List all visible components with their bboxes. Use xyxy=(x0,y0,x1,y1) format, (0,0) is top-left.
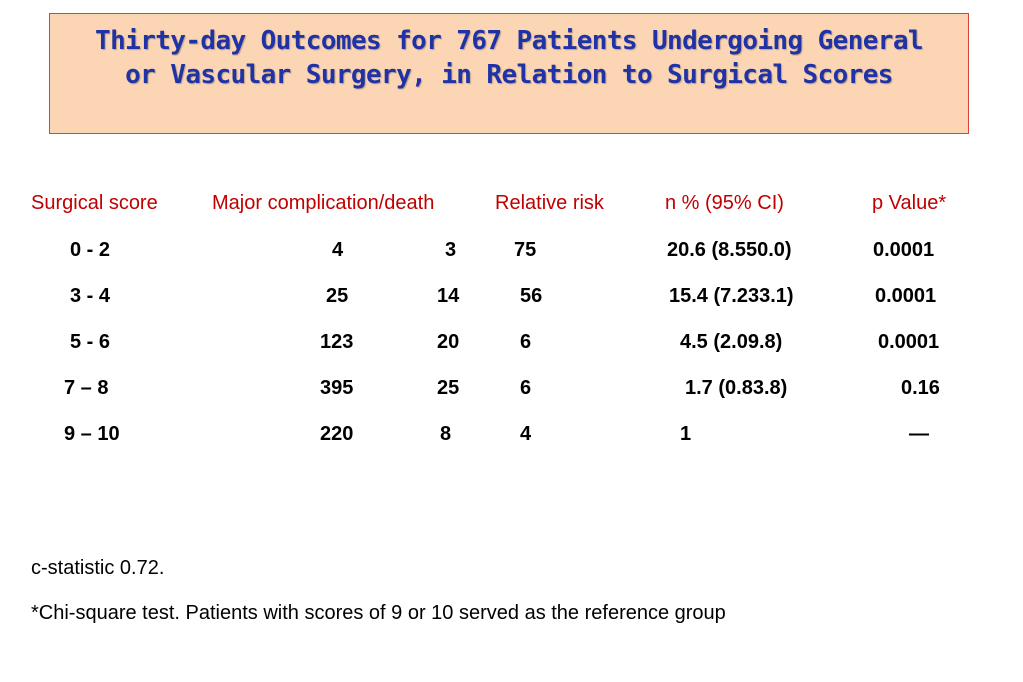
row-4-score: 7 – 8 xyxy=(64,377,109,399)
row-3-col-2: 123 xyxy=(320,331,354,353)
row-1-score: 0 - 2 xyxy=(70,239,111,261)
row-4-col-3: 25 xyxy=(437,377,460,399)
row-5-col-2: 220 xyxy=(320,423,354,445)
row-1-p-value: 0.0001 xyxy=(873,239,935,261)
row-1-col-2: 4 xyxy=(332,239,344,261)
row-2-col-4: 56 xyxy=(520,285,543,307)
row-2-col-3: 14 xyxy=(437,285,460,307)
header-n-percent-ci: n % (95% CI) xyxy=(665,192,784,214)
row-4-ci: 1.7 (0.83.8) xyxy=(685,377,788,399)
row-3-p-value: 0.0001 xyxy=(878,331,940,353)
header-surgical-score: Surgical score xyxy=(31,192,158,214)
row-2-col-2: 25 xyxy=(326,285,349,307)
row-1-col-4: 75 xyxy=(514,239,537,261)
title-box: Thirty-day Outcomes for 767 Patients Und… xyxy=(49,13,969,134)
row-3-col-3: 20 xyxy=(437,331,460,353)
row-3-score: 5 - 6 xyxy=(70,331,111,353)
row-4-col-2: 395 xyxy=(320,377,354,399)
row-4-col-4: 6 xyxy=(520,377,532,399)
row-5-ci: 1 xyxy=(680,423,692,445)
row-5-col-4: 4 xyxy=(520,423,532,445)
row-1-col-3: 3 xyxy=(445,239,457,261)
title-line-2: or Vascular Surgery, in Relation to Surg… xyxy=(125,60,893,90)
row-5-col-3: 8 xyxy=(440,423,452,445)
title-line-1: Thirty-day Outcomes for 767 Patients Und… xyxy=(95,26,924,56)
row-4-p-value: 0.16 xyxy=(901,377,940,399)
row-2-p-value: 0.0001 xyxy=(875,285,937,307)
header-p-value: p Value* xyxy=(872,192,947,214)
c-statistic-note: c-statistic 0.72. xyxy=(31,557,165,579)
header-major-complication: Major complication/death xyxy=(212,192,435,214)
chi-square-footnote: *Chi-square test. Patients with scores o… xyxy=(31,602,726,624)
row-2-ci: 15.4 (7.233.1) xyxy=(669,285,794,307)
row-5-p-value: — xyxy=(909,423,929,445)
row-3-col-4: 6 xyxy=(520,331,532,353)
row-3-ci: 4.5 (2.09.8) xyxy=(680,331,783,353)
header-relative-risk: Relative risk xyxy=(495,192,604,214)
row-1-ci: 20.6 (8.550.0) xyxy=(667,239,792,261)
row-5-score: 9 – 10 xyxy=(64,423,120,445)
row-2-score: 3 - 4 xyxy=(70,285,111,307)
